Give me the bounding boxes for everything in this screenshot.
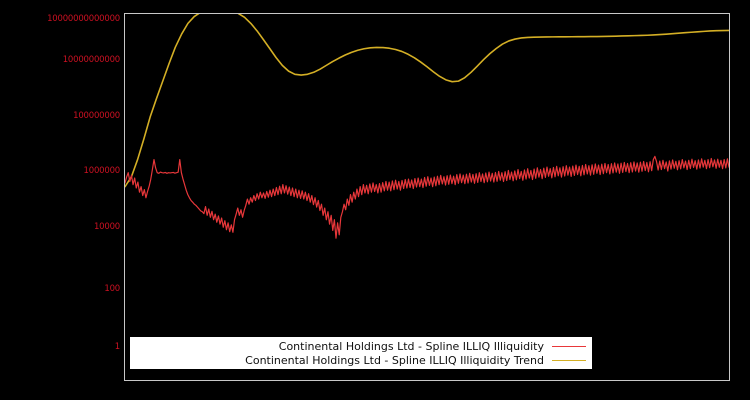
y-tick-label: 100000000: [73, 111, 120, 121]
y-tick-label: 100: [104, 284, 120, 294]
y-tick-label: 1: [114, 342, 120, 352]
y-tick-label: 10000: [93, 222, 120, 232]
chart-legend: Continental Holdings Ltd - Spline ILLIQ …: [130, 337, 592, 369]
y-tick-label: 1000000: [83, 166, 121, 176]
y-axis-tick-labels: 10000000000000 10000000000 100000000 100000…: [0, 0, 120, 400]
series-line-trend: [125, 14, 729, 188]
plot-svg: [125, 14, 729, 239]
legend-label-trend: Continental Holdings Ltd - Spline ILLIQ …: [245, 353, 544, 367]
plot-area: [124, 13, 730, 381]
legend-entry-illiquidity: Continental Holdings Ltd - Spline ILLIQ …: [130, 339, 592, 353]
legend-swatch-trend: [552, 359, 586, 361]
y-tick-label: 10000000000000: [47, 14, 120, 24]
legend-label-illiquidity: Continental Holdings Ltd - Spline ILLIQ …: [278, 339, 544, 353]
series-group: [125, 14, 729, 239]
y-tick-label: 10000000000: [62, 55, 120, 65]
legend-swatch-illiquidity: [552, 345, 586, 347]
legend-entry-trend: Continental Holdings Ltd - Spline ILLIQ …: [130, 353, 592, 367]
series-line-illiquidity: [125, 155, 729, 239]
